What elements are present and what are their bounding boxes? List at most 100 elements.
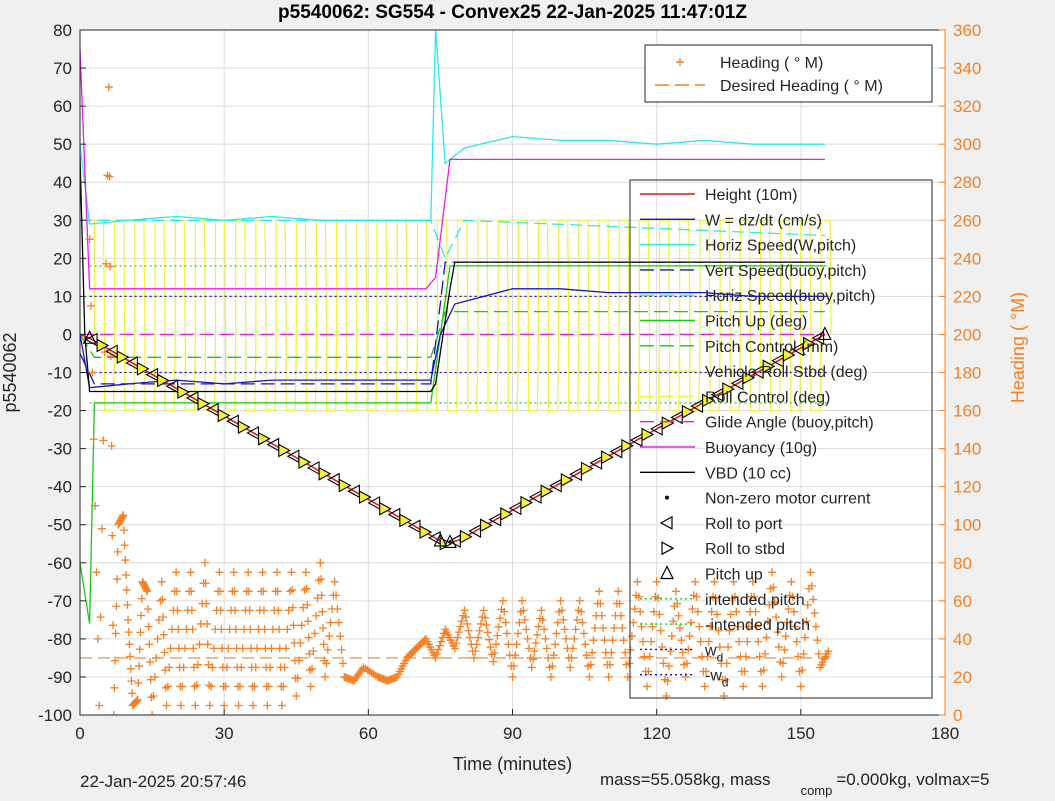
heading-mark	[108, 621, 117, 630]
heading-mark	[685, 632, 694, 641]
heading-mark	[552, 629, 561, 638]
heading-mark	[789, 607, 798, 616]
heading-mark	[740, 667, 749, 676]
heading-mark	[811, 622, 820, 631]
heading-mark	[511, 651, 520, 660]
heading-mark	[136, 628, 145, 637]
heading-mark	[546, 672, 555, 681]
heading-mark	[530, 647, 539, 656]
heading-mark	[557, 606, 566, 615]
series-vehicle-roll	[93, 219, 832, 412]
heading-mark	[777, 672, 786, 681]
roll-to-stbd-mark	[298, 455, 312, 470]
heading-mark	[719, 691, 728, 700]
footer-mass-text: mass=55.058kg, mass	[600, 770, 771, 789]
heading-mark	[246, 625, 255, 634]
heading-mark	[614, 587, 623, 596]
heading-mark	[732, 607, 741, 616]
heading-mark	[784, 604, 793, 613]
series-vert-speed-buoy	[80, 261, 825, 385]
heading-mark	[234, 701, 243, 710]
heading-mark	[518, 596, 527, 605]
heading-mark	[490, 649, 499, 658]
heading-mark	[154, 615, 163, 624]
heading-mark	[513, 629, 522, 638]
y-tick-label: -80	[47, 630, 72, 649]
heading-mark	[150, 672, 159, 681]
heading-mark	[148, 711, 157, 715]
roll-to-stbd-mark	[742, 370, 756, 385]
heading-mark	[748, 577, 757, 586]
heading-mark	[519, 606, 528, 615]
heading-mark	[166, 644, 175, 653]
heading-mark	[216, 606, 225, 615]
heading-mark	[124, 628, 133, 637]
legend-label: -intended pitch	[705, 617, 810, 634]
roll-to-stbd-mark	[500, 507, 513, 521]
y2-tick-label: 280	[953, 173, 981, 192]
heading-mark	[145, 640, 154, 649]
heading-mark	[301, 568, 310, 577]
heading-mark	[581, 640, 590, 649]
heading-mark	[273, 587, 282, 596]
y-tick-label: 80	[53, 21, 72, 40]
roll-to-stbd-mark	[702, 393, 715, 408]
y2-tick-label: 300	[953, 135, 981, 154]
heading-mark	[733, 622, 742, 631]
legend-label: -wd	[705, 668, 729, 690]
heading-mark	[626, 645, 635, 654]
roll-to-stbd-mark	[802, 336, 816, 351]
heading-mark	[109, 711, 118, 715]
heading-mark	[306, 682, 315, 691]
heading-mark	[106, 262, 115, 271]
series-vbd	[80, 155, 825, 393]
legend-swatch	[660, 565, 674, 580]
heading-mark	[566, 663, 575, 672]
heading-mark	[750, 592, 759, 601]
y-tick-label: 20	[53, 249, 72, 268]
legend-label: Vehicle Roll Stbd (deg)	[705, 364, 868, 381]
heading-mark	[475, 626, 484, 635]
heading-mark	[644, 667, 653, 676]
plot-series-group	[80, 30, 833, 715]
roll-to-stbd-mark	[621, 438, 635, 453]
legend-label: Height (10m)	[705, 187, 797, 204]
heading-mark	[204, 660, 213, 669]
heading-mark	[671, 587, 680, 596]
heading-mark	[126, 652, 135, 661]
roll-to-stbd-mark	[641, 427, 655, 442]
roll-to-stbd-mark	[782, 348, 796, 362]
heading-mark	[567, 653, 576, 662]
y-tick-label: 10	[53, 287, 72, 306]
y2-tick-label: 160	[953, 402, 981, 421]
heading-mark	[128, 689, 137, 698]
heading-mark	[508, 672, 517, 681]
footer-timestamp: 22-Jan-2025 20:57:46	[80, 772, 247, 791]
heading-mark	[172, 587, 181, 596]
heading-mark	[176, 701, 185, 710]
heading-mark	[575, 596, 584, 605]
roll-to-stbd-mark	[197, 396, 211, 411]
heading-mark	[253, 644, 262, 653]
heading-mark	[201, 579, 210, 588]
series-pitch-up	[80, 265, 825, 624]
y2-tick-label: 200	[953, 325, 981, 344]
heading-mark	[706, 622, 715, 631]
legend-label: Vert Speed(buoy,pitch)	[705, 263, 867, 280]
heading-mark	[589, 636, 598, 645]
heading-mark	[187, 587, 196, 596]
heading-mark	[471, 647, 480, 656]
heading-mark	[768, 568, 776, 577]
heading-mark	[105, 172, 114, 181]
heading-mark	[126, 664, 135, 673]
heading-mark	[146, 675, 155, 684]
roll-to-stbd-mark	[540, 484, 554, 499]
heading-mark	[235, 682, 244, 691]
heading-mark	[121, 571, 130, 580]
pitch-up-mark	[817, 326, 832, 340]
heading-mark	[596, 599, 605, 608]
pitch-up-mark	[82, 330, 97, 344]
heading-mark	[761, 649, 770, 658]
legend-label: Roll to stbd	[705, 541, 785, 558]
heading-mark	[549, 651, 558, 660]
